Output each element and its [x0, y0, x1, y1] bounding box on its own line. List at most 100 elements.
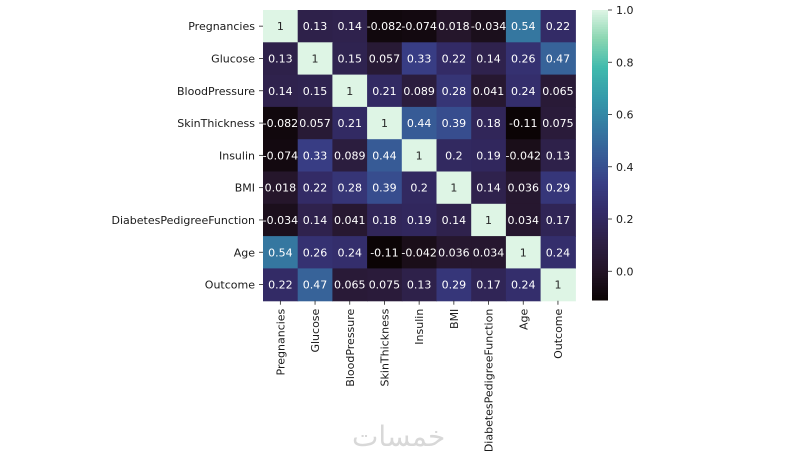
cell-value-label: 1 — [450, 182, 457, 195]
heatmap-cell — [332, 10, 368, 43]
colorbar-tick-label: 0.2 — [616, 213, 634, 226]
cell-value-label: 0.22 — [303, 182, 328, 195]
heatmap-cell — [471, 10, 507, 43]
cell-value-label: -0.034 — [471, 20, 506, 33]
heatmap-cell — [367, 236, 403, 269]
cell-value-label: 0.19 — [476, 149, 501, 162]
colorbar-segment — [592, 213, 608, 216]
y-tick-label: Insulin — [219, 149, 255, 162]
colorbar-segment — [592, 14, 608, 18]
colorbar-segment — [592, 36, 608, 40]
colorbar-segment — [592, 278, 608, 282]
heatmap-cell — [540, 236, 576, 269]
x-tick-label: Pregnancies — [274, 308, 287, 375]
colorbar-tick-label: 0.0 — [616, 265, 634, 278]
cell-value-label: 0.22 — [546, 20, 571, 33]
heatmap-cell — [540, 106, 576, 140]
cell-value-label: 0.018 — [438, 20, 470, 33]
colorbar-segment — [592, 283, 608, 286]
cell-value-label: 0.33 — [303, 149, 328, 162]
cell-value-label: 0.15 — [303, 85, 328, 98]
colorbar-segment — [592, 72, 608, 76]
heatmap-cell — [540, 268, 576, 302]
colorbar-segment — [592, 193, 608, 197]
colorbar-segment — [592, 251, 608, 255]
cell-value-label: 0.14 — [338, 20, 363, 33]
colorbar-segment — [592, 297, 608, 301]
cell-value-label: 0.14 — [442, 214, 467, 227]
colorbar-segment — [592, 287, 608, 291]
cell-value-label: 0.39 — [442, 117, 467, 130]
colorbar-segment — [592, 53, 608, 57]
colorbar-segment — [592, 261, 608, 265]
cell-value-label: 0.21 — [372, 85, 397, 98]
heatmap-cell — [505, 203, 542, 237]
heatmap-cell — [505, 74, 542, 108]
colorbar-segment — [592, 188, 608, 192]
colorbar-segment — [592, 174, 608, 178]
heatmap-cell — [401, 74, 438, 108]
heatmap-cell — [505, 10, 542, 43]
heatmap-cell — [332, 42, 368, 76]
x-tick-label: DiabetesPedigreeFunction — [483, 309, 496, 452]
colorbar-tick-label: 0.6 — [616, 109, 634, 122]
cell-value-label: 0.39 — [372, 182, 397, 195]
colorbar-segment — [592, 92, 608, 96]
colorbar-segment — [592, 179, 608, 183]
cell-value-label: 0.26 — [511, 52, 536, 65]
colorbar-segment — [592, 157, 608, 161]
heatmap-cell — [436, 203, 472, 237]
heatmap-cell — [332, 74, 368, 108]
colorbar-segment — [592, 135, 608, 139]
x-tick-label: SkinThickness — [378, 308, 391, 386]
cell-value-label: 0.057 — [369, 52, 401, 65]
watermark-logo: خمسات — [352, 420, 446, 453]
colorbar-segment — [592, 10, 608, 13]
colorbar-segment — [592, 220, 608, 224]
colorbar-segment — [592, 39, 608, 42]
heatmap-cell — [436, 171, 472, 205]
colorbar-segment — [592, 227, 608, 231]
colorbar-segment — [592, 145, 608, 149]
colorbar-segment — [592, 268, 608, 272]
cell-value-label: 0.22 — [442, 52, 467, 65]
colorbar-tick-label: 0.4 — [616, 161, 634, 174]
cell-value-label: 1 — [520, 246, 527, 259]
cell-value-label: 0.54 — [268, 246, 293, 259]
heatmap-cell — [540, 74, 576, 108]
heatmap-cell — [401, 10, 438, 43]
colorbar-segment — [592, 273, 608, 277]
colorbar-segment — [592, 210, 608, 214]
heatmap-cell — [367, 106, 403, 140]
cell-value-label: 0.24 — [546, 246, 571, 259]
heatmap-cell — [297, 106, 333, 140]
heatmap-cell — [505, 268, 542, 302]
colorbar-segment — [592, 104, 608, 108]
heatmap-cell — [297, 236, 333, 269]
colorbar-segment — [592, 222, 608, 226]
y-tick-label: Age — [234, 246, 256, 259]
heatmap-cell — [471, 203, 507, 237]
heatmap-cell — [332, 139, 368, 173]
colorbar-segment — [592, 196, 608, 199]
heatmap-cell — [436, 236, 472, 269]
colorbar-segment — [592, 94, 608, 98]
heatmap-cell — [505, 236, 542, 269]
cell-value-label: 0.034 — [508, 214, 540, 227]
heatmap-annotations: 1 0.13 0.14 -0.082 -0.074 0.018 -0.034 0.54 0.22… — [263, 20, 574, 291]
cell-value-label: 0.018 — [265, 182, 297, 195]
heatmap-cell — [367, 268, 403, 302]
cell-value-label: 1 — [346, 85, 353, 98]
colorbar-segment — [592, 31, 608, 35]
heatmap-cell — [471, 268, 507, 302]
colorbar-segment — [592, 246, 608, 250]
heatmap-cell — [436, 268, 472, 302]
cell-value-label: 0.14 — [476, 52, 501, 65]
colorbar-segment — [592, 46, 608, 50]
cell-value-label: 0.13 — [303, 20, 328, 33]
y-tick-label: BMI — [235, 182, 255, 195]
cell-value-label: 1 — [277, 20, 284, 33]
colorbar-segment — [592, 203, 608, 207]
cell-value-label: -0.074 — [401, 20, 436, 33]
